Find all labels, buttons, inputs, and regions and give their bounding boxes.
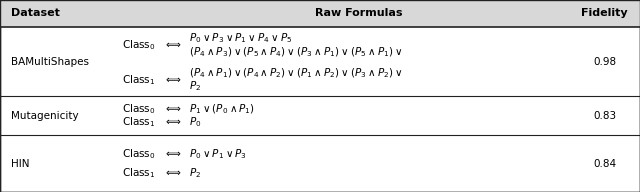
Text: $(P_4 \wedge P_3) \vee (P_5 \wedge P_4) \vee (P_3 \wedge P_1) \vee (P_5 \wedge P: $(P_4 \wedge P_3) \vee (P_5 \wedge P_4) … <box>189 45 403 59</box>
Text: HIN: HIN <box>11 159 29 169</box>
Text: $P_0 \vee P_3 \vee P_1 \vee P_4 \vee P_5$: $P_0 \vee P_3 \vee P_1 \vee P_4 \vee P_5… <box>189 31 292 45</box>
Text: Fidelity: Fidelity <box>582 8 628 18</box>
Text: $(P_4 \wedge P_1) \vee (P_4 \wedge P_2) \vee (P_1 \wedge P_2) \vee (P_3 \wedge P: $(P_4 \wedge P_1) \vee (P_4 \wedge P_2) … <box>189 66 403 80</box>
Text: $\Longleftrightarrow$: $\Longleftrightarrow$ <box>163 149 182 159</box>
Text: Class$_0$: Class$_0$ <box>122 147 155 161</box>
Text: Class$_0$: Class$_0$ <box>122 102 155 116</box>
Text: BAMultiShapes: BAMultiShapes <box>11 57 89 67</box>
Text: $P_2$: $P_2$ <box>189 166 201 180</box>
Text: Class$_1$: Class$_1$ <box>122 166 155 180</box>
Text: $\Longleftrightarrow$: $\Longleftrightarrow$ <box>163 40 182 50</box>
Bar <box>0 0 640 27</box>
Text: Class$_0$: Class$_0$ <box>122 38 155 52</box>
Text: $\Longleftrightarrow$: $\Longleftrightarrow$ <box>163 104 182 114</box>
Text: $\Longleftrightarrow$: $\Longleftrightarrow$ <box>163 168 182 178</box>
Text: $P_0 \vee P_1 \vee P_3$: $P_0 \vee P_1 \vee P_3$ <box>189 147 247 161</box>
Text: Mutagenicity: Mutagenicity <box>11 111 79 121</box>
Text: Dataset: Dataset <box>11 8 60 18</box>
Text: $P_1 \vee (P_0 \wedge P_1)$: $P_1 \vee (P_0 \wedge P_1)$ <box>189 102 255 116</box>
Text: $\Longleftrightarrow$: $\Longleftrightarrow$ <box>163 117 182 127</box>
Text: Raw Formulas: Raw Formulas <box>315 8 402 18</box>
Text: 0.84: 0.84 <box>593 159 616 169</box>
Text: Class$_1$: Class$_1$ <box>122 73 155 87</box>
Text: $P_2$: $P_2$ <box>189 79 201 93</box>
Text: $P_0$: $P_0$ <box>189 115 201 129</box>
Text: $\Longleftrightarrow$: $\Longleftrightarrow$ <box>163 75 182 85</box>
Text: 0.98: 0.98 <box>593 57 616 67</box>
Text: 0.83: 0.83 <box>593 111 616 121</box>
Text: Class$_1$: Class$_1$ <box>122 115 155 129</box>
